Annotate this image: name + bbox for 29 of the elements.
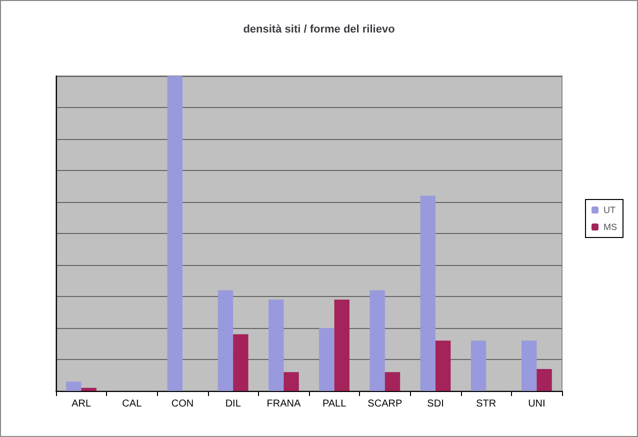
x-tick-label: PALL	[322, 398, 347, 410]
x-tick-label: CON	[171, 398, 194, 410]
chart-title: densità siti / forme del rilievo	[243, 24, 396, 36]
x-tick-label: CAL	[122, 398, 142, 410]
bar	[81, 388, 96, 391]
bar	[384, 372, 400, 391]
bar	[436, 340, 451, 391]
bar	[319, 328, 334, 391]
bar	[470, 340, 486, 391]
bar	[370, 290, 385, 391]
x-tick-label: SCARP	[368, 398, 402, 410]
bar	[66, 382, 82, 391]
x-tick-label: STR	[476, 398, 496, 410]
x-tick-label: SDI	[427, 398, 444, 410]
legend-label: MS	[604, 222, 617, 232]
x-tick-label: ARL	[72, 398, 92, 410]
x-tick-label: FRANA	[266, 398, 301, 410]
legend-label: UT	[604, 205, 616, 215]
bar	[218, 290, 234, 391]
x-tick-label: UNI	[528, 398, 546, 410]
bar	[268, 300, 284, 391]
bar	[420, 196, 436, 391]
bar	[536, 368, 552, 391]
bar	[284, 372, 299, 391]
bar	[233, 334, 248, 391]
bar	[522, 340, 537, 391]
x-tick-label: DIL	[225, 398, 242, 410]
bar	[167, 76, 182, 391]
bar	[334, 300, 350, 391]
